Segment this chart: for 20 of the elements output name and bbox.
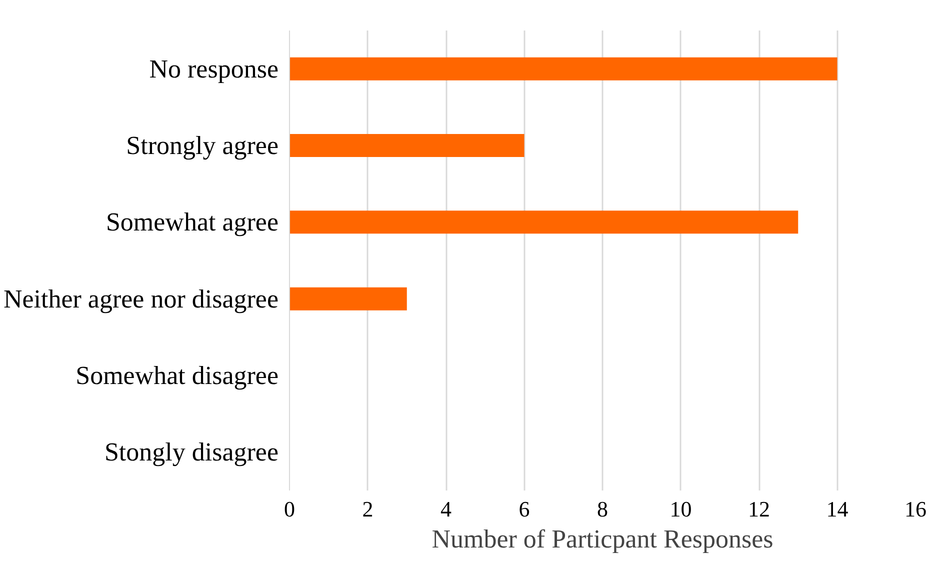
x-tick-label: 8 (597, 496, 608, 522)
bar (290, 134, 524, 157)
x-tick-label: 6 (518, 496, 530, 522)
y-tick-label: Strongly agree (126, 131, 278, 160)
y-tick-label: Neither agree nor disagree (3, 284, 279, 314)
x-tick-label: 16 (904, 496, 926, 522)
x-tick-label: 0 (284, 496, 295, 522)
y-tick-label: Stongly disagree (104, 438, 279, 467)
x-tick-label: 4 (440, 496, 452, 522)
y-tick-label: No response (149, 54, 279, 84)
x-tick-label: 10 (670, 496, 692, 522)
y-tick-label: Somewhat agree (106, 208, 279, 237)
x-tick-label: 2 (362, 496, 374, 522)
x-tick-label: 12 (748, 496, 770, 522)
bar (290, 210, 798, 234)
y-tick-label: Somewhat disagree (76, 361, 279, 390)
x-axis-title: Number of Particpant Responses (432, 524, 774, 554)
bar (290, 287, 407, 310)
bar (290, 57, 838, 80)
x-tick-label: 14 (826, 496, 848, 522)
